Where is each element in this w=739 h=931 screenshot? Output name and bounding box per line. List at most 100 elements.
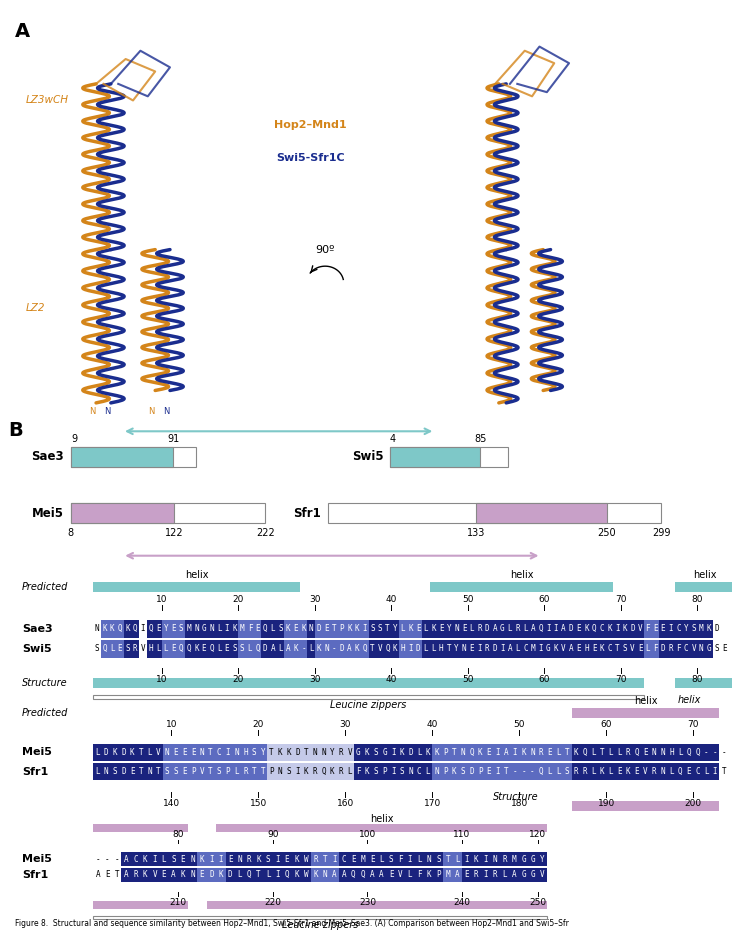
Bar (162, 641, 170, 657)
Bar (267, 763, 276, 780)
Text: K: K (143, 855, 148, 864)
Text: -: - (721, 748, 726, 757)
Bar (554, 763, 563, 780)
Bar (554, 744, 563, 761)
Bar (476, 763, 485, 780)
Bar (675, 582, 736, 592)
Text: R: R (493, 870, 497, 879)
Text: D: D (316, 625, 321, 633)
Text: N: N (104, 407, 110, 415)
Text: H: H (401, 644, 405, 654)
Text: L: L (523, 625, 528, 633)
Text: L: L (591, 748, 596, 757)
Text: T: T (139, 767, 143, 776)
Bar (415, 744, 423, 761)
Bar (163, 744, 171, 761)
Text: T: T (332, 625, 336, 633)
Bar (354, 744, 363, 761)
Text: L: L (617, 748, 621, 757)
Text: K: K (304, 767, 308, 776)
Bar (315, 620, 323, 638)
Bar (154, 744, 163, 761)
Bar (369, 641, 376, 657)
Text: Y: Y (260, 748, 265, 757)
Text: K: K (316, 644, 321, 654)
Bar (450, 744, 458, 761)
Text: 70: 70 (687, 720, 699, 729)
Bar (197, 744, 206, 761)
Bar (445, 641, 453, 657)
Text: R: R (582, 767, 587, 776)
Bar (682, 641, 689, 657)
Bar (415, 620, 422, 638)
Bar (338, 641, 346, 657)
Text: V: V (152, 870, 157, 879)
Bar (499, 620, 506, 638)
Text: Sfr1: Sfr1 (293, 507, 321, 520)
Text: L: L (278, 644, 283, 654)
Text: I: I (513, 748, 517, 757)
Text: G: G (531, 870, 535, 879)
Bar (423, 744, 432, 761)
Text: S: S (174, 767, 178, 776)
Bar (658, 744, 667, 761)
Bar (293, 763, 302, 780)
Bar (452, 868, 462, 882)
Bar (225, 852, 235, 866)
Text: S: S (266, 855, 270, 864)
Bar (491, 641, 499, 657)
Bar (471, 868, 481, 882)
Bar (299, 620, 307, 638)
Text: 70: 70 (615, 595, 627, 603)
Text: Q: Q (538, 625, 543, 633)
Text: C: C (217, 748, 222, 757)
Text: K: K (200, 855, 204, 864)
Text: helix: helix (693, 570, 717, 580)
Bar (705, 620, 712, 638)
Text: C: C (684, 644, 688, 654)
Text: N: N (147, 767, 152, 776)
Text: LZ3wCH: LZ3wCH (26, 96, 69, 105)
Text: I: I (391, 767, 395, 776)
Bar (621, 620, 629, 638)
Text: Y: Y (540, 855, 545, 864)
Text: -: - (95, 855, 101, 864)
Text: T: T (452, 748, 457, 757)
Bar (390, 447, 508, 466)
Bar (328, 763, 337, 780)
Bar (452, 852, 462, 866)
Bar (132, 620, 139, 638)
Bar (235, 868, 245, 882)
Text: K: K (293, 644, 298, 654)
Text: S: S (400, 767, 404, 776)
Text: I: I (464, 855, 469, 864)
Text: T: T (156, 767, 160, 776)
Text: I: I (712, 767, 718, 776)
Text: 80: 80 (692, 675, 704, 684)
Text: Q: Q (102, 644, 107, 654)
Text: K: K (554, 644, 558, 654)
Bar (339, 852, 349, 866)
Text: C: C (341, 855, 346, 864)
Text: K: K (130, 748, 134, 757)
Bar (485, 744, 493, 761)
Text: 60: 60 (539, 675, 551, 684)
Bar (71, 504, 174, 523)
Bar (216, 641, 223, 657)
Text: N: N (190, 855, 195, 864)
Text: K: K (294, 855, 299, 864)
Text: N: N (209, 625, 214, 633)
Text: K: K (180, 870, 185, 879)
Bar (188, 852, 197, 866)
Text: P: P (478, 767, 483, 776)
Bar (345, 763, 354, 780)
Text: K: K (313, 870, 318, 879)
Bar (386, 868, 396, 882)
Text: E: E (130, 767, 134, 776)
Text: Q: Q (539, 767, 543, 776)
Text: L: L (591, 767, 596, 776)
Text: F: F (248, 625, 252, 633)
Bar (624, 744, 633, 761)
Bar (545, 641, 552, 657)
Text: M: M (511, 855, 517, 864)
